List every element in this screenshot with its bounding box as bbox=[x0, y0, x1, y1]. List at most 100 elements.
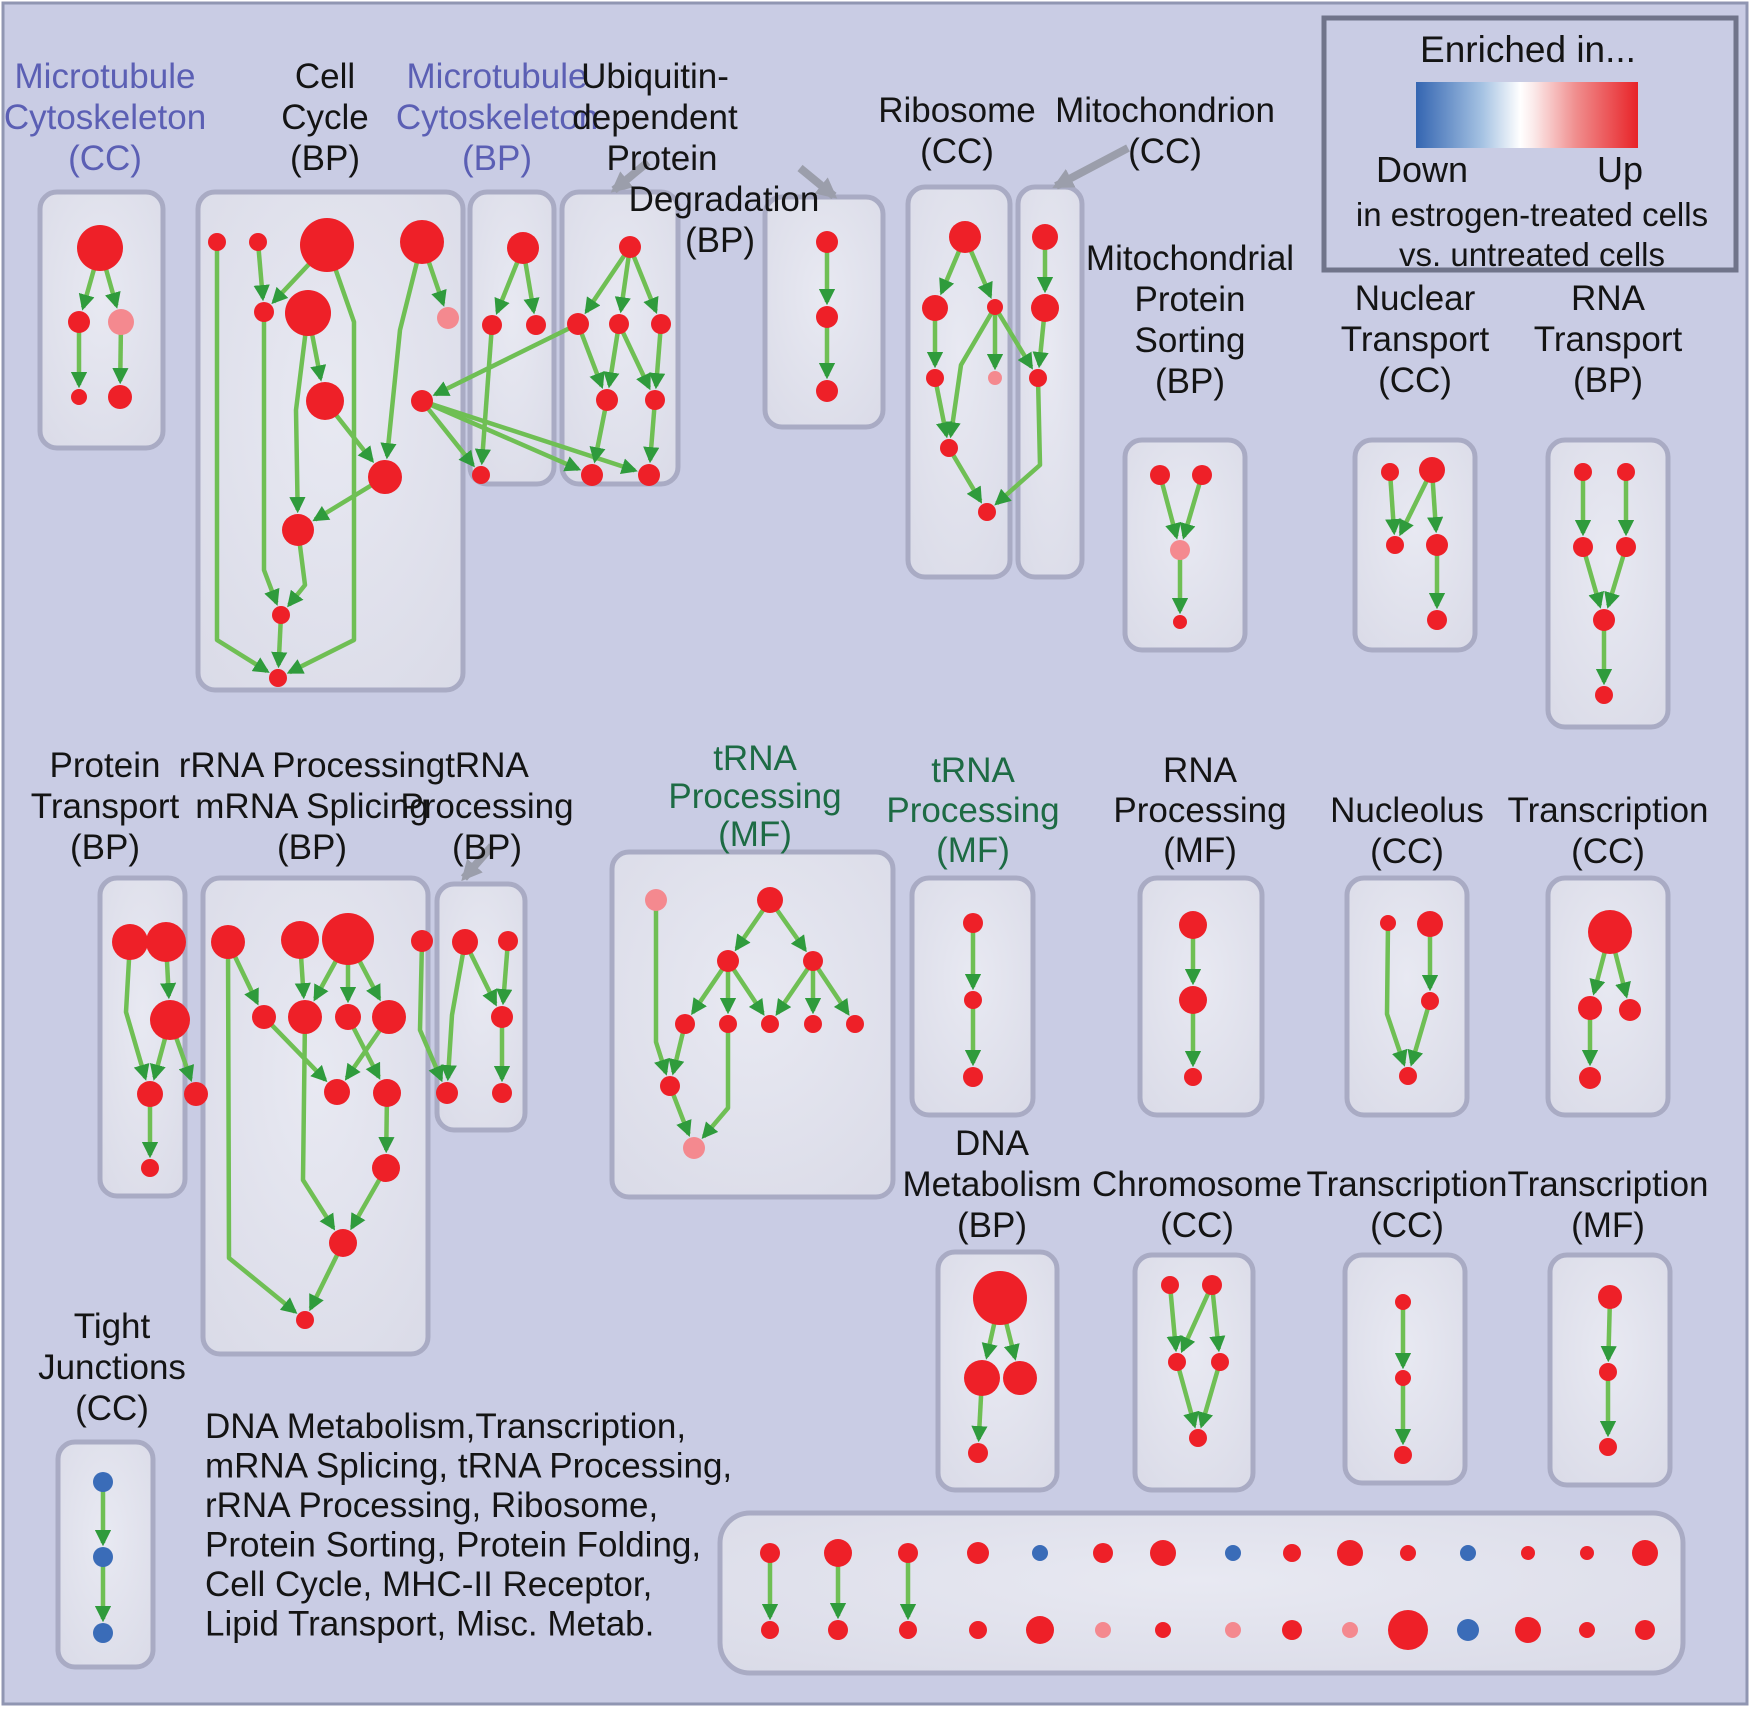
node-pt5 bbox=[184, 1082, 208, 1106]
node-b5b bbox=[1026, 1616, 1054, 1644]
misc-text-line5: Cell Cycle, MHC-II Receptor, bbox=[205, 1565, 652, 1604]
mitochondrion-box bbox=[1015, 184, 1085, 580]
edge-pt1-pt4 bbox=[123, 941, 150, 1081]
label-trna-processing-mf-large-line1: tRNA bbox=[713, 739, 797, 778]
edge-rb4-rb6 bbox=[932, 377, 952, 439]
misc-text-line3: rRNA Processing, Ribosome, bbox=[205, 1486, 658, 1525]
label-tight-junctions-cc-line1: Tight bbox=[74, 1307, 151, 1346]
node-tc3 bbox=[1619, 999, 1641, 1021]
node-b12t bbox=[1460, 1545, 1476, 1561]
category-labels-layer: MicrotubuleCytoskeleton(CC)CellCycle(BP)… bbox=[4, 57, 1709, 1428]
node-tc2 bbox=[1578, 996, 1602, 1020]
label-ribosome-cc-line2: (CC) bbox=[920, 132, 994, 171]
legend-up-label: Up bbox=[1597, 149, 1643, 190]
edge-ch3-ch5 bbox=[1174, 1361, 1199, 1429]
node-mt2 bbox=[1031, 294, 1059, 322]
node-rr11 bbox=[372, 1154, 400, 1182]
edge-cc11-cc12 bbox=[287, 529, 308, 608]
label-trna-processing-mf-small-line3: (MF) bbox=[936, 831, 1010, 870]
legend-down-label: Down bbox=[1376, 149, 1468, 190]
node-rr5 bbox=[252, 1005, 276, 1029]
microtubule-cc-box bbox=[37, 189, 166, 451]
node-dm4 bbox=[968, 1443, 988, 1463]
label-tight-junctions-cc-line2: Junctions bbox=[38, 1348, 186, 1387]
node-cc5 bbox=[254, 302, 274, 322]
node-cc8 bbox=[306, 382, 344, 420]
node-tm5 bbox=[675, 1014, 695, 1034]
node-rt1 bbox=[1574, 463, 1592, 481]
label-microtubule-cytoskeleton-bp-line2: Cytoskeleton bbox=[396, 98, 598, 137]
edge-rr1-rr13 bbox=[225, 941, 298, 1314]
label-dna-metabolism-bp-line3: (BP) bbox=[957, 1206, 1027, 1245]
edge-rb3-rb6 bbox=[944, 305, 997, 439]
node-cc3 bbox=[300, 218, 354, 272]
label-microtubule-cytoskeleton-bp-line3: (BP) bbox=[462, 139, 532, 178]
node-tm8 bbox=[804, 1015, 822, 1033]
node-b7t bbox=[1150, 1540, 1176, 1566]
node-cc9 bbox=[411, 390, 433, 412]
edge-rt3-rt5 bbox=[1580, 546, 1605, 609]
node-rt3 bbox=[1573, 537, 1593, 557]
trna-mf-large-box bbox=[609, 849, 896, 1200]
label-ubiquitin-degradation-bp-line3: Protein bbox=[607, 139, 718, 178]
node-tf2 bbox=[1599, 1363, 1617, 1381]
node-mc5 bbox=[108, 385, 132, 409]
label-trna-processing-mf-large-line3: (MF) bbox=[718, 815, 792, 854]
node-b7b bbox=[1155, 1622, 1171, 1638]
node-tm4 bbox=[803, 951, 823, 971]
label-ubiquitin-degradation-bp-line2: dependent bbox=[572, 98, 738, 137]
edge-ch2-ch4 bbox=[1209, 1284, 1226, 1353]
node-cc13 bbox=[269, 669, 287, 687]
node-tm9 bbox=[846, 1015, 864, 1033]
node-b6t bbox=[1093, 1543, 1113, 1563]
node-ch3 bbox=[1168, 1353, 1186, 1371]
node-tm7 bbox=[761, 1015, 779, 1033]
node-rb7 bbox=[978, 503, 996, 521]
node-nt1 bbox=[1381, 463, 1399, 481]
node-rr13 bbox=[296, 1311, 314, 1329]
edge-ms2-ms3 bbox=[1179, 474, 1205, 540]
node-dm3 bbox=[1003, 1361, 1037, 1395]
node-b14t bbox=[1580, 1546, 1594, 1560]
edge-tm6-tm11 bbox=[701, 1024, 731, 1140]
label-trna-processing-bp-line2: Processing bbox=[400, 787, 573, 826]
misc-bottom-box bbox=[717, 1510, 1686, 1676]
misc-categories-text-block: DNA Metabolism,Transcription,mRNA Splici… bbox=[205, 1407, 732, 1644]
label-nuclear-transport-cc-line2: Transport bbox=[1341, 320, 1490, 359]
chromosome-box bbox=[1132, 1252, 1256, 1493]
node-tm6 bbox=[719, 1015, 737, 1033]
edge-ch4-ch5 bbox=[1197, 1361, 1223, 1429]
node-cc1 bbox=[208, 233, 226, 251]
edge-rr5-rr9 bbox=[262, 1015, 328, 1083]
node-b1b bbox=[761, 1621, 779, 1639]
node-rb4 bbox=[926, 369, 944, 387]
graph-nodes-layer bbox=[68, 218, 1658, 1650]
label-chromosome-cc-line1: Chromosome bbox=[1092, 1165, 1302, 1204]
edge-mt3-rb7 bbox=[994, 377, 1043, 506]
label-mitochondrial-protein-sorting-bp-line2: Protein bbox=[1135, 280, 1246, 319]
node-tb3 bbox=[491, 1006, 513, 1028]
label-protein-transport-bp-line1: Protein bbox=[50, 746, 161, 785]
node-cc7 bbox=[437, 307, 459, 329]
node-nt5 bbox=[1427, 610, 1447, 630]
label-microtubule-cytoskeleton-cc-line3: (CC) bbox=[68, 139, 142, 178]
node-mt3 bbox=[1029, 369, 1047, 387]
node-ub4 bbox=[651, 314, 671, 334]
node-rt2 bbox=[1617, 463, 1635, 481]
node-nu3 bbox=[1421, 992, 1439, 1010]
node-uc1 bbox=[816, 231, 838, 253]
node-ch4 bbox=[1211, 1353, 1229, 1371]
node-ts3 bbox=[963, 1067, 983, 1087]
label-transcription-cc-upper-line2: (CC) bbox=[1571, 832, 1645, 871]
node-pt3 bbox=[150, 1000, 190, 1040]
node-rb3 bbox=[987, 299, 1003, 315]
node-b12b bbox=[1457, 1619, 1479, 1641]
misc-text-line4: Protein Sorting, Protein Folding, bbox=[205, 1526, 701, 1565]
label-rna-processing-mf-line2: Processing bbox=[1113, 791, 1286, 830]
node-nu1 bbox=[1380, 915, 1396, 931]
node-b11b bbox=[1388, 1610, 1428, 1650]
node-mb4 bbox=[472, 466, 490, 484]
node-rr4 bbox=[411, 930, 433, 952]
node-b11t bbox=[1400, 1545, 1416, 1561]
